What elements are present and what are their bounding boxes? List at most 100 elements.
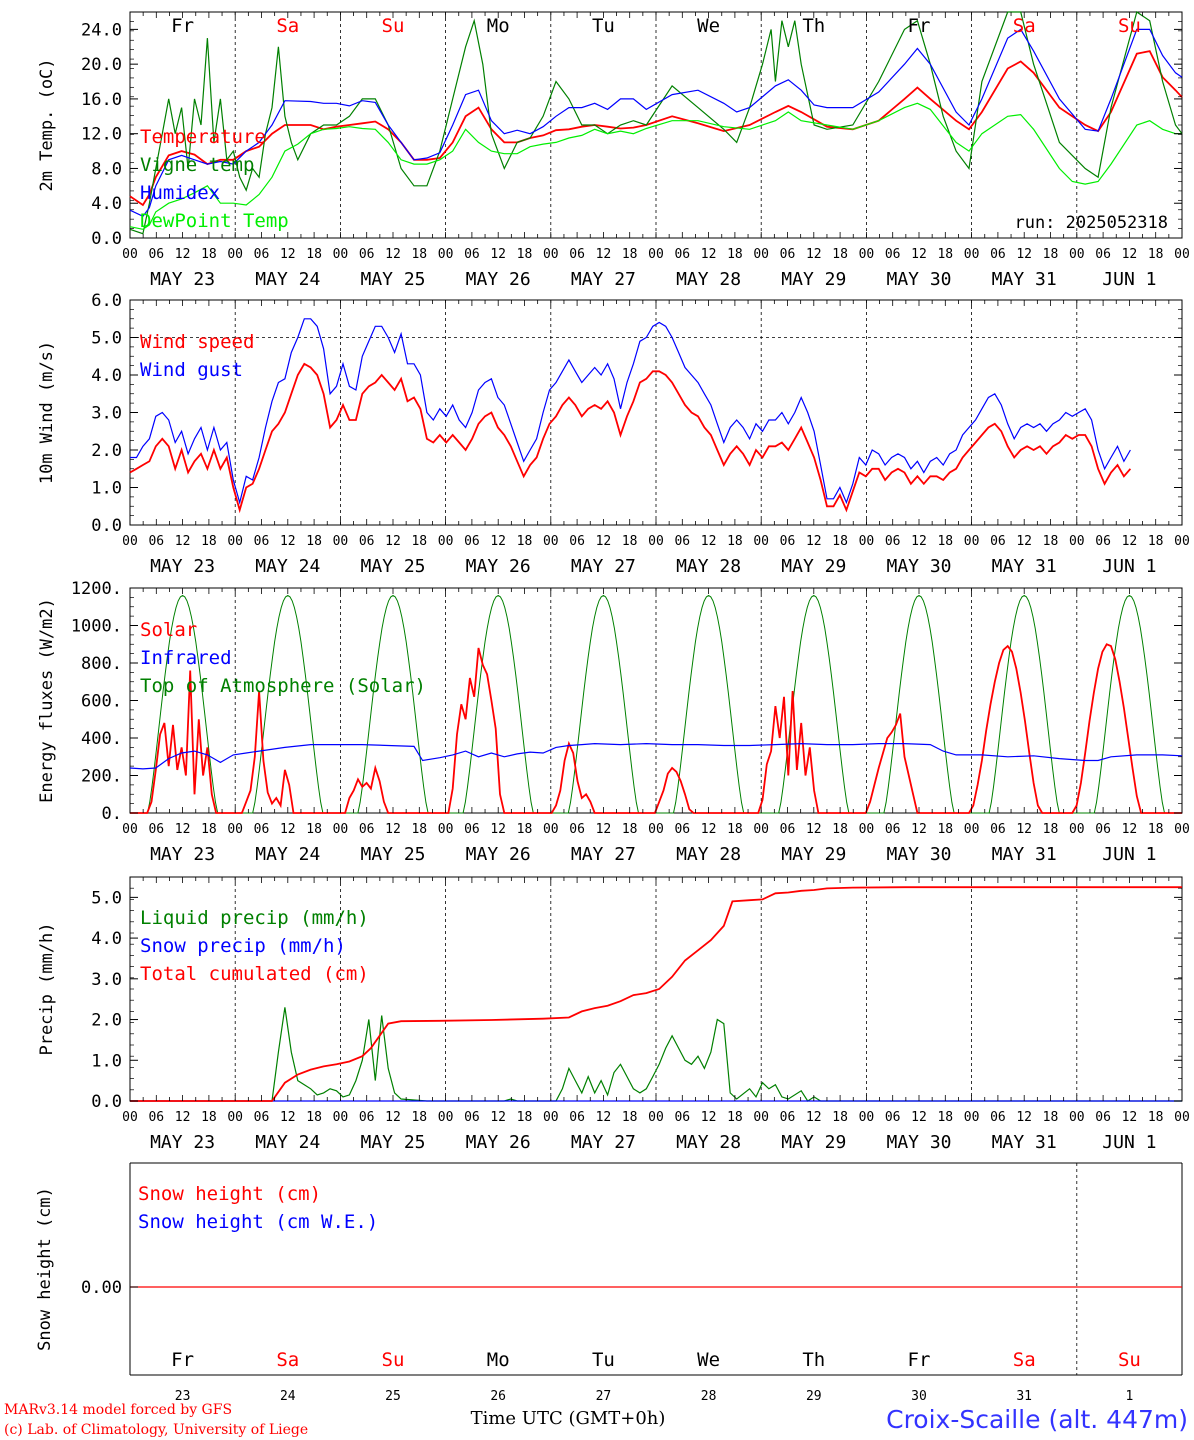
hour-tick-label: 18	[517, 822, 533, 837]
day-abbr-bottom: Fr	[908, 1349, 931, 1371]
hour-tick-label: 00	[438, 1110, 454, 1125]
date-label: MAY 24	[255, 844, 320, 865]
hour-tick-label: 12	[175, 247, 191, 262]
hour-tick-label: 12	[911, 534, 927, 549]
hour-tick-label: 06	[359, 1110, 375, 1125]
hour-tick-label: 00	[543, 534, 559, 549]
hour-tick-label: 06	[674, 1110, 690, 1125]
hour-tick-label: 00	[753, 534, 769, 549]
date-label: MAY 30	[886, 1132, 951, 1153]
day-abbr-bottom: Mo	[487, 1349, 510, 1371]
hour-tick-label: 00	[333, 1110, 349, 1125]
hour-tick-label: 06	[885, 534, 901, 549]
hour-tick-label: 00	[227, 247, 243, 262]
y-tick-label: 1.0	[91, 479, 122, 499]
hour-tick-label: 06	[254, 1110, 270, 1125]
hour-tick-label: 12	[806, 1110, 822, 1125]
hour-tick-label: 00	[648, 1110, 664, 1125]
hour-tick-label: 12	[701, 247, 717, 262]
hour-tick-label: 06	[148, 247, 164, 262]
axes-labels: 0.04.08.012.016.020.024.02m Temp. (oC)00…	[35, 11, 1190, 1404]
hour-tick-label: 00	[964, 247, 980, 262]
hour-tick-label: 06	[359, 822, 375, 837]
day-abbr-bottom: Th	[802, 1349, 825, 1371]
hour-tick-label: 18	[1148, 534, 1164, 549]
hour-tick-label: 18	[411, 534, 427, 549]
date-label: MAY 29	[781, 844, 846, 865]
day-number: 26	[490, 1389, 506, 1404]
series-line-wind-gust	[130, 318, 1131, 505]
hour-tick-label: 12	[806, 822, 822, 837]
hour-tick-label: 00	[543, 822, 559, 837]
date-label: MAY 31	[992, 269, 1057, 290]
hour-tick-label: 18	[1148, 822, 1164, 837]
day-abbr-bottom: Sa	[276, 1349, 299, 1371]
hour-tick-label: 12	[280, 247, 296, 262]
hour-tick-label: 12	[385, 247, 401, 262]
date-label: MAY 24	[255, 1132, 320, 1153]
hour-tick-label: 06	[1095, 822, 1111, 837]
hour-tick-label: 18	[1043, 1110, 1059, 1125]
day-number: 1	[1125, 1389, 1133, 1404]
hour-tick-label: 00	[648, 822, 664, 837]
legend-entry: Humidex	[140, 182, 220, 204]
y-tick-label: 12.0	[81, 125, 122, 145]
hour-tick-label: 00	[543, 247, 559, 262]
y-tick-label: 8.0	[91, 159, 122, 179]
hour-tick-label: 12	[1016, 1110, 1032, 1125]
y-tick-label: 4.0	[91, 929, 122, 949]
hour-tick-label: 18	[727, 534, 743, 549]
date-label: MAY 28	[676, 1132, 741, 1153]
hour-tick-label: 12	[1122, 247, 1138, 262]
date-label: MAY 23	[150, 844, 215, 865]
y-axis-title: 2m Temp. (oC)	[37, 58, 57, 191]
y-tick-label: 4.0	[91, 366, 122, 386]
hour-tick-label: 00	[227, 1110, 243, 1125]
hour-tick-label: 18	[517, 1110, 533, 1125]
day-abbr-top: Fr	[171, 15, 194, 37]
hour-tick-label: 12	[175, 822, 191, 837]
date-label: MAY 23	[150, 556, 215, 577]
hour-tick-label: 12	[596, 1110, 612, 1125]
series-line-infrared	[129, 742, 1183, 770]
hour-tick-label: 06	[254, 534, 270, 549]
hour-tick-label: 00	[1174, 534, 1190, 549]
y-tick-label: 400.	[81, 729, 122, 749]
hour-tick-label: 06	[780, 1110, 796, 1125]
hour-tick-label: 00	[1069, 247, 1085, 262]
legend-entry: Wind speed	[140, 331, 254, 353]
hour-tick-label: 06	[885, 822, 901, 837]
hour-tick-label: 00	[122, 534, 138, 549]
date-label: MAY 28	[676, 269, 741, 290]
y-tick-label: 1000.	[71, 617, 122, 637]
hour-tick-label: 00	[227, 822, 243, 837]
hour-tick-label: 18	[201, 247, 217, 262]
y-tick-label: 3.0	[91, 404, 122, 424]
day-abbr-top: Mo	[487, 15, 510, 37]
y-tick-label: 0.0	[91, 516, 122, 536]
hour-tick-label: 18	[201, 1110, 217, 1125]
y-tick-label: 24.0	[81, 20, 122, 40]
hour-tick-label: 18	[306, 534, 322, 549]
hour-tick-label: 00	[859, 822, 875, 837]
hour-tick-label: 18	[937, 822, 953, 837]
hour-tick-label: 06	[1095, 534, 1111, 549]
hour-tick-label: 18	[517, 534, 533, 549]
date-label: MAY 26	[466, 844, 531, 865]
hour-tick-label: 06	[569, 247, 585, 262]
hour-tick-label: 18	[1043, 247, 1059, 262]
hour-tick-label: 12	[596, 534, 612, 549]
hour-tick-label: 12	[385, 822, 401, 837]
y-axis-title: Energy fluxes (W/m2)	[37, 598, 57, 803]
series-line-solar	[130, 643, 1182, 814]
day-abbr-top: We	[697, 15, 720, 37]
hour-tick-label: 00	[753, 822, 769, 837]
hour-tick-label: 12	[1016, 822, 1032, 837]
y-tick-label: 800.	[81, 654, 122, 674]
hour-tick-label: 12	[280, 534, 296, 549]
hour-tick-label: 06	[990, 534, 1006, 549]
hour-tick-label: 06	[464, 822, 480, 837]
day-abbr-bottom: Fr	[171, 1349, 194, 1371]
hour-tick-label: 12	[701, 822, 717, 837]
hour-tick-label: 12	[911, 822, 927, 837]
